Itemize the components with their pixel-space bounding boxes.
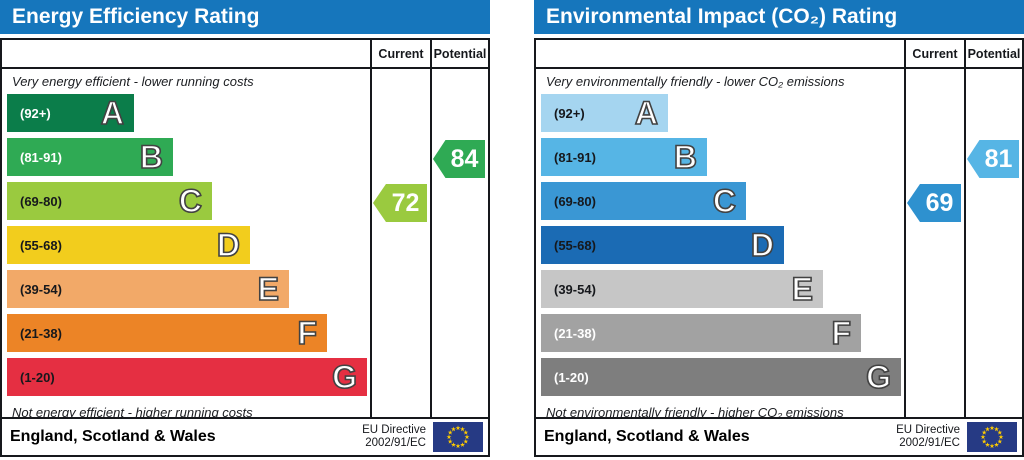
band-range-label: (1-20) — [20, 369, 55, 385]
eu-directive-label: EU Directive 2002/91/EC — [896, 424, 960, 450]
eu-directive-line1: EU Directive — [362, 423, 426, 436]
environmental-table-footer: England, Scotland & Wales EU Directive 2… — [536, 417, 1022, 455]
band-range-label: (39-54) — [554, 281, 596, 297]
environmental-title-bar: Environmental Impact (CO₂) Rating — [534, 0, 1024, 34]
energy-potential-column: 84 — [430, 69, 488, 417]
band-letter: G — [331, 359, 357, 395]
environmental-band-d: (55-68) D — [541, 226, 784, 264]
band-letter: C — [712, 183, 737, 219]
band-range-label: (1-20) — [554, 369, 589, 385]
band-letter: D — [750, 227, 775, 263]
band-range-label: (81-91) — [554, 149, 596, 165]
energy-current-arrow: 72 — [373, 184, 427, 222]
band-range-label: (39-54) — [20, 281, 62, 297]
energy-potential-column-header: Potential — [430, 40, 488, 69]
environmental-corner-cell — [536, 40, 904, 69]
environmental-panel-title: Environmental Impact (CO₂) Rating — [546, 5, 898, 28]
environmental-band-a: (92+) A — [541, 94, 668, 132]
band-range-label: (69-80) — [20, 193, 62, 209]
band-letter: B — [673, 139, 698, 175]
band-letter: C — [178, 183, 203, 219]
band-range-label: (69-80) — [554, 193, 596, 209]
energy-band-chart: Very energy efficient - lower running co… — [2, 69, 370, 417]
energy-top-caption: Very energy efficient - lower running co… — [12, 74, 254, 89]
energy-band-d: (55-68) D — [7, 226, 250, 264]
energy-bottom-caption: Not energy efficient - higher running co… — [12, 405, 253, 417]
energy-panel-title: Energy Efficiency Rating — [12, 5, 260, 28]
energy-band-c: (69-80) C — [7, 182, 212, 220]
band-letter: B — [139, 139, 164, 175]
eu-directive-line2: 2002/91/EC — [365, 437, 426, 449]
energy-corner-cell — [2, 40, 370, 69]
environmental-potential-arrow: 81 — [967, 140, 1019, 178]
environmental-bands: (92+) A (81-91) B (69-80) C (55-68) D — [536, 94, 904, 396]
eu-directive-line1: EU Directive — [896, 423, 960, 436]
band-letter: E — [257, 271, 280, 307]
energy-rating-table: Current Potential Very energy efficient … — [0, 38, 490, 457]
energy-title-bar: Energy Efficiency Rating — [0, 0, 490, 34]
band-range-label: (81-91) — [20, 149, 62, 165]
band-letter: D — [216, 227, 241, 263]
energy-band-a: (92+) A — [7, 94, 134, 132]
eu-flag-icon — [433, 422, 483, 452]
energy-table-footer: England, Scotland & Wales EU Directive 2… — [2, 417, 488, 455]
energy-bands: (92+) A (81-91) B (69-80) C (55-68) D — [2, 94, 370, 396]
environmental-current-arrow: 69 — [907, 184, 961, 222]
energy-current-column: 72 — [370, 69, 430, 417]
environmental-band-e: (39-54) E — [541, 270, 823, 308]
energy-band-e: (39-54) E — [7, 270, 289, 308]
energy-band-b: (81-91) B — [7, 138, 173, 176]
band-letter: A — [634, 95, 659, 131]
band-letter: E — [791, 271, 814, 307]
band-range-label: (21-38) — [554, 325, 596, 341]
band-range-label: (21-38) — [20, 325, 62, 341]
region-label: England, Scotland & Wales — [544, 428, 750, 445]
environmental-band-f: (21-38) F — [541, 314, 861, 352]
band-letter: A — [100, 95, 125, 131]
environmental-bottom-caption: Not environmentally friendly - higher CO… — [546, 405, 844, 417]
environmental-band-g: (1-20) G — [541, 358, 901, 396]
energy-band-g: (1-20) G — [7, 358, 367, 396]
band-range-label: (55-68) — [554, 237, 596, 253]
band-range-label: (92+) — [20, 105, 51, 121]
environmental-impact-panel: Environmental Impact (CO₂) Rating Curren… — [534, 0, 1024, 457]
environmental-band-chart: Very environmentally friendly - lower CO… — [536, 69, 904, 417]
environmental-potential-column: 81 — [964, 69, 1022, 417]
environmental-rating-table: Current Potential Very environmentally f… — [534, 38, 1024, 457]
environmental-current-column: 69 — [904, 69, 964, 417]
band-letter: G — [865, 359, 891, 395]
environmental-band-b: (81-91) B — [541, 138, 707, 176]
energy-current-column-header: Current — [370, 40, 430, 69]
band-range-label: (92+) — [554, 105, 585, 121]
eu-flag-icon — [967, 422, 1017, 452]
energy-band-f: (21-38) F — [7, 314, 327, 352]
energy-efficiency-panel: Energy Efficiency Rating Current Potenti… — [0, 0, 490, 457]
band-letter: F — [297, 315, 318, 351]
environmental-current-column-header: Current — [904, 40, 964, 69]
environmental-potential-column-header: Potential — [964, 40, 1022, 69]
band-range-label: (55-68) — [20, 237, 62, 253]
environmental-band-c: (69-80) C — [541, 182, 746, 220]
eu-directive-label: EU Directive 2002/91/EC — [362, 424, 426, 450]
region-label: England, Scotland & Wales — [10, 428, 216, 445]
environmental-top-caption: Very environmentally friendly - lower CO… — [546, 74, 845, 89]
band-letter: F — [831, 315, 852, 351]
energy-potential-arrow: 84 — [433, 140, 485, 178]
eu-directive-line2: 2002/91/EC — [899, 437, 960, 449]
